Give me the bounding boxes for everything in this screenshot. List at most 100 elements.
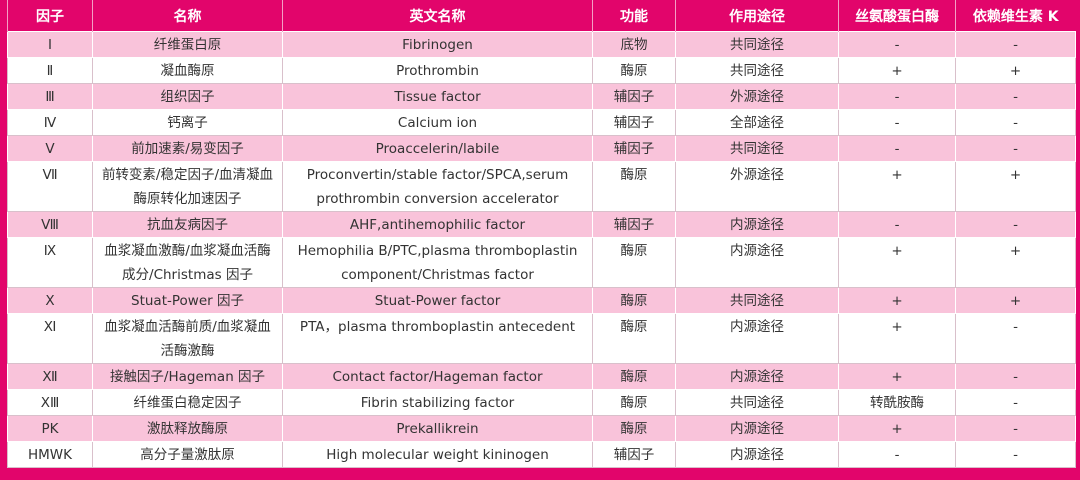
table-cell: 辅因子 <box>592 83 676 110</box>
table-cell: Ⅰ <box>7 31 93 58</box>
table-cell: - <box>838 441 956 468</box>
table-row: Ⅱ 凝血酶原 Prothrombin 酶原 共同途径 + + <box>7 57 1076 84</box>
table-cell: Ⅸ <box>7 237 93 288</box>
table-cell: 共同途径 <box>675 389 839 416</box>
table-cell: 转酰胺酶 <box>838 389 956 416</box>
table-cell: + <box>838 287 956 314</box>
table-cell: 内源途径 <box>675 237 839 288</box>
table-body: Ⅰ 纤维蛋白原 Fibrinogen 底物 共同途径 - - Ⅱ 凝血酶原 Prothrombin… <box>7 31 1076 468</box>
table-cell: - <box>955 363 1076 390</box>
table-cell: - <box>838 31 956 58</box>
table-cell: PTA，plasma thromboplastin antecedent <box>282 313 593 364</box>
table-cell: Ⅶ <box>7 161 93 212</box>
table-cell: 酶原 <box>592 287 676 314</box>
table-cell: 前加速素/易变因子 <box>92 135 283 162</box>
table-row: Ⅲ 组织因子 Tissue factor 辅因子 外源途径 - - <box>7 83 1076 110</box>
table-row: Ⅸ 血浆凝血激酶/血浆凝血活酶成分/Christmas 因子 Hemophilia … <box>7 237 1076 288</box>
table-cell: Stuat-Power 因子 <box>92 287 283 314</box>
table-cell: + <box>955 161 1076 212</box>
table-cell: Proconvertin/stable factor/SPCA,serum pr… <box>282 161 593 212</box>
table-cell: 全部途径 <box>675 109 839 136</box>
table-cell: 共同途径 <box>675 135 839 162</box>
table-cell: 辅因子 <box>592 441 676 468</box>
table-cell: 酶原 <box>592 363 676 390</box>
table-cell: 酶原 <box>592 313 676 364</box>
table-cell: + <box>838 313 956 364</box>
table-row: Ⅹ Stuat-Power 因子 Stuat-Power factor 酶原 共同途径 +… <box>7 287 1076 314</box>
table-cell: Calcium ion <box>282 109 593 136</box>
table-cell: 共同途径 <box>675 287 839 314</box>
header-cell: 因子 <box>7 0 93 32</box>
table-cell: Stuat-Power factor <box>282 287 593 314</box>
table-cell: 高分子量激肽原 <box>92 441 283 468</box>
table-cell: - <box>955 389 1076 416</box>
table-cell: + <box>838 363 956 390</box>
table-cell: 辅因子 <box>592 135 676 162</box>
table-cell: 内源途径 <box>675 313 839 364</box>
table-row: Ⅷ 抗血友病因子 AHF,antihemophilic factor 辅因子 内源途径 -… <box>7 211 1076 238</box>
table-cell: Proaccelerin/labile <box>282 135 593 162</box>
table-cell: 抗血友病因子 <box>92 211 283 238</box>
table-cell: 内源途径 <box>675 441 839 468</box>
table-cell: 前转变素/稳定因子/血清凝血酶原转化加速因子 <box>92 161 283 212</box>
table-cell: - <box>955 135 1076 162</box>
table-cell: + <box>955 287 1076 314</box>
table-cell: High molecular weight kininogen <box>282 441 593 468</box>
table-row: PK 激肽释放酶原 Prekallikrein 酶原 内源途径 + - <box>7 415 1076 442</box>
table-cell: - <box>838 135 956 162</box>
table-cell: Ⅱ <box>7 57 93 84</box>
table-cell: 酶原 <box>592 389 676 416</box>
table-cell: 底物 <box>592 31 676 58</box>
table-cell: Ⅴ <box>7 135 93 162</box>
table-cell: 外源途径 <box>675 83 839 110</box>
table-row: Ⅻ 接触因子/Hageman 因子 Contact factor/Hageman f… <box>7 363 1076 390</box>
table-cell: - <box>838 211 956 238</box>
table-cell: Hemophilia B/PTC,plasma thromboplastin c… <box>282 237 593 288</box>
table-cell: 组织因子 <box>92 83 283 110</box>
table-cell: + <box>838 161 956 212</box>
table-cell: 共同途径 <box>675 57 839 84</box>
table-cell: 辅因子 <box>592 109 676 136</box>
table-row: Ⅺ 血浆凝血活酶前质/血浆凝血活酶激酶 PTA，plasma thromboplas… <box>7 313 1076 364</box>
table-cell: Ⅲ <box>7 83 93 110</box>
header-cell: 依赖维生素 K <box>955 0 1076 32</box>
table-cell: Fibrin stabilizing factor <box>282 389 593 416</box>
table-cell: - <box>955 109 1076 136</box>
table-cell: Ⅳ <box>7 109 93 136</box>
table-cell: 纤维蛋白稳定因子 <box>92 389 283 416</box>
table-cell: 共同途径 <box>675 31 839 58</box>
table-cell: 血浆凝血活酶前质/血浆凝血活酶激酶 <box>92 313 283 364</box>
table-row: Ⅴ 前加速素/易变因子 Proaccelerin/labile 辅因子 共同途径 - - <box>7 135 1076 162</box>
table-cell: Prekallikrein <box>282 415 593 442</box>
table-cell: Prothrombin <box>282 57 593 84</box>
table-cell: - <box>955 31 1076 58</box>
table-cell: Contact factor/Hageman factor <box>282 363 593 390</box>
table-cell: - <box>838 83 956 110</box>
table-row: XⅢ 纤维蛋白稳定因子 Fibrin stabilizing factor 酶原 共同途… <box>7 389 1076 416</box>
table-cell: 内源途径 <box>675 363 839 390</box>
table-cell: XⅢ <box>7 389 93 416</box>
table-cell: 酶原 <box>592 161 676 212</box>
table-cell: HMWK <box>7 441 93 468</box>
table-cell: + <box>955 237 1076 288</box>
table-cell: 激肽释放酶原 <box>92 415 283 442</box>
table-cell: 接触因子/Hageman 因子 <box>92 363 283 390</box>
table-cell: Fibrinogen <box>282 31 593 58</box>
table-cell: - <box>955 415 1076 442</box>
table-cell: - <box>955 441 1076 468</box>
table-cell: Ⅷ <box>7 211 93 238</box>
table-cell: 内源途径 <box>675 211 839 238</box>
table-cell: 内源途径 <box>675 415 839 442</box>
table-cell: - <box>955 211 1076 238</box>
table-cell: 凝血酶原 <box>92 57 283 84</box>
table-cell: PK <box>7 415 93 442</box>
table-cell: 酶原 <box>592 415 676 442</box>
table-cell: 外源途径 <box>675 161 839 212</box>
table-cell: - <box>838 109 956 136</box>
table-cell: Ⅻ <box>7 363 93 390</box>
table-cell: Ⅹ <box>7 287 93 314</box>
header-cell: 作用途径 <box>675 0 839 32</box>
table-cell: - <box>955 313 1076 364</box>
header-cell: 名称 <box>92 0 283 32</box>
table-cell: Tissue factor <box>282 83 593 110</box>
